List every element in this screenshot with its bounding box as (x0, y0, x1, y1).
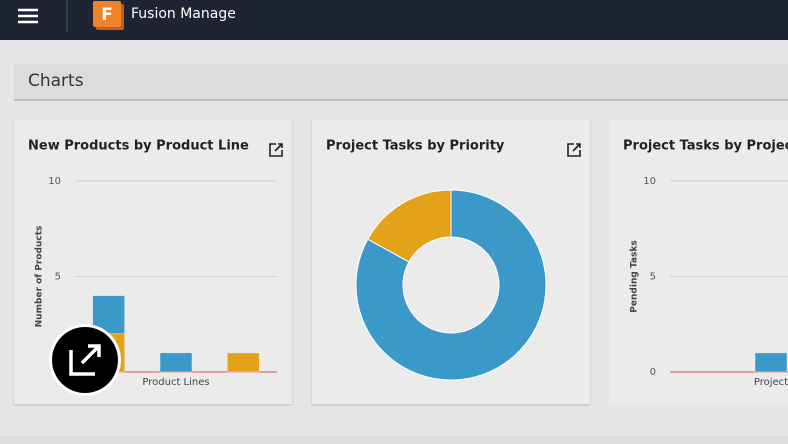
bar (227, 352, 260, 373)
app-name: Fusion Manage (131, 6, 236, 22)
y-axis-label: Number of Products (35, 226, 45, 328)
bar (754, 352, 788, 373)
cards: New Products by Product Line 0 5 10 Number o… (14, 120, 788, 404)
expand-overlay[interactable] (49, 324, 121, 396)
y-tick-label: 5 (55, 272, 61, 283)
y-axis-label: Pending Tasks (630, 240, 640, 312)
menu-button[interactable] (18, 8, 38, 24)
next-section (0, 436, 788, 444)
section-title: Charts (28, 71, 84, 91)
y-tick-label: 5 (650, 272, 656, 283)
chart-title: New Products by Product Line (28, 139, 249, 154)
y-tick-label: 10 (643, 176, 656, 187)
section-header (14, 64, 788, 100)
chart-title: Project Tasks by Project and (623, 139, 788, 154)
logo[interactable]: F (93, 1, 124, 30)
chart-card: New Products by Product Line0510Number o… (14, 120, 292, 404)
bar (159, 352, 193, 373)
open-chart-icon[interactable] (269, 143, 283, 157)
pie-slice (367, 189, 452, 263)
top-bar (0, 0, 788, 40)
chart-card: Project Tasks by Priority (312, 120, 590, 404)
pie-slice (355, 189, 547, 381)
y-tick-label: 0 (650, 367, 656, 378)
open-chart-icon[interactable] (567, 143, 581, 157)
chart-card: Project Tasks by Project and 0 5 10 Pending … (609, 120, 788, 404)
chart-title: Project Tasks by Priority (326, 139, 505, 154)
logo-letter: F (101, 5, 113, 25)
x-axis-label: Project (754, 377, 788, 388)
y-tick-label: 10 (48, 176, 61, 187)
x-axis-label: Product Lines (142, 377, 209, 388)
